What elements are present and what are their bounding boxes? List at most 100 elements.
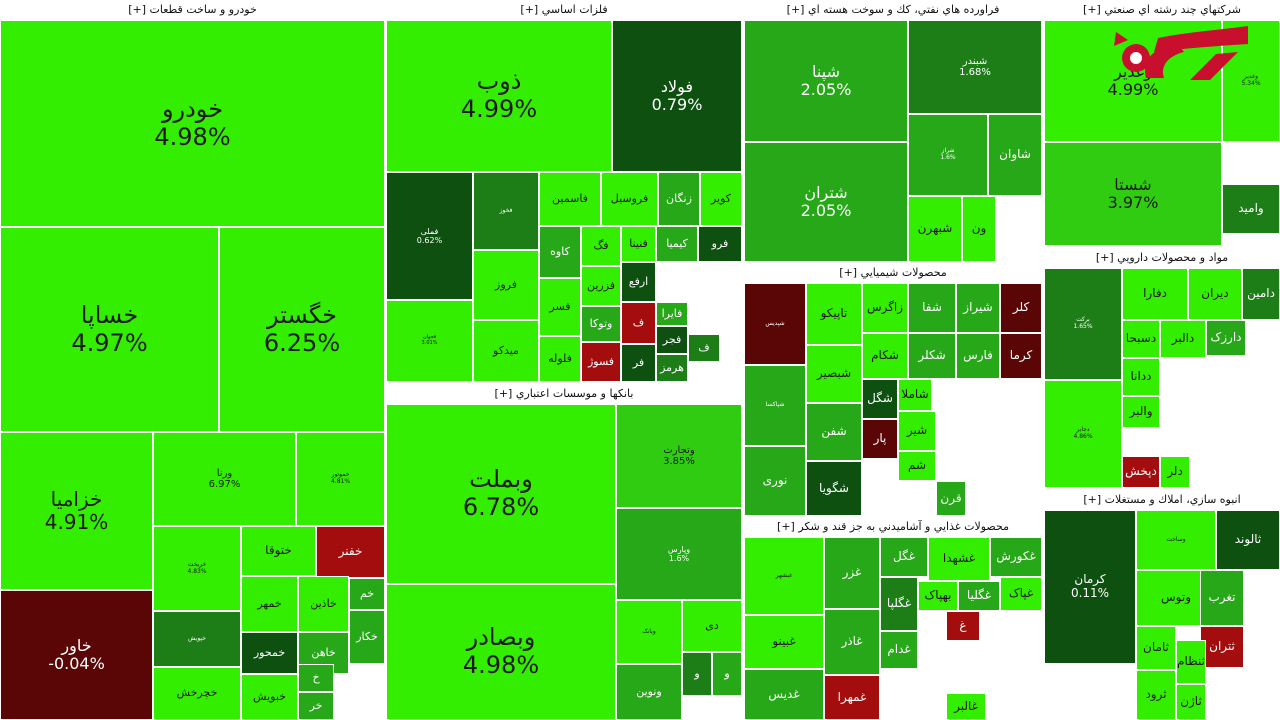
stock-tile[interactable]: فخوز — [473, 172, 539, 250]
stock-tile[interactable]: شپدیس — [744, 283, 806, 365]
stock-tile[interactable]: غکورش — [990, 537, 1042, 577]
stock-tile[interactable]: و — [712, 652, 742, 696]
stock-tile[interactable]: فسر — [539, 278, 581, 336]
stock-tile[interactable]: غشهدا — [928, 537, 990, 581]
stock-tile[interactable]: فلوله — [539, 336, 581, 382]
stock-tile[interactable]: فولاد 0.79% — [612, 20, 742, 172]
stock-tile[interactable]: غبشهر — [744, 537, 824, 615]
sector-header-chemicals[interactable]: محصولات شيميايي [+] — [744, 263, 1042, 283]
stock-tile[interactable]: شستا 3.97% — [1044, 142, 1222, 246]
stock-tile[interactable]: فرو — [698, 226, 742, 262]
stock-tile[interactable]: نوری — [744, 446, 806, 516]
stock-tile[interactable]: غگلپا — [880, 577, 918, 631]
stock-tile[interactable]: دپخش — [1122, 456, 1160, 488]
stock-tile[interactable]: خ — [298, 664, 334, 692]
stock-tile[interactable]: فجر — [656, 326, 688, 354]
stock-tile[interactable]: شبصیر — [806, 345, 862, 403]
stock-tile[interactable]: دیران — [1188, 268, 1242, 320]
stock-tile[interactable]: خگستر 6.25% — [219, 227, 385, 432]
stock-tile[interactable]: خاذین — [298, 576, 349, 632]
stock-tile[interactable]: ون — [962, 196, 996, 262]
sector-header-petroleum[interactable]: فراورده هاي نفتي، كك و سوخت هسته اي [+] — [744, 0, 1042, 20]
stock-tile[interactable]: ثامان — [1136, 626, 1176, 670]
sector-header-metals[interactable]: فلزات اساسي [+] — [386, 0, 742, 20]
stock-tile[interactable]: ثنظام — [1176, 640, 1206, 684]
stock-tile[interactable]: شگل — [862, 379, 898, 419]
stock-tile[interactable]: شاملا — [898, 379, 932, 411]
stock-tile[interactable]: شیر — [898, 411, 936, 451]
stock-tile[interactable]: کرمان 0.11% — [1044, 510, 1136, 664]
stock-tile[interactable]: فاسمین — [539, 172, 601, 226]
stock-tile[interactable]: ذوب 4.99% — [386, 20, 612, 172]
stock-tile[interactable]: غپاک — [1000, 577, 1042, 611]
stock-tile[interactable]: خم — [349, 578, 385, 610]
stock-tile[interactable]: دی — [682, 600, 742, 652]
stock-tile[interactable]: غمهرا — [824, 675, 880, 720]
stock-tile[interactable]: غدیس — [744, 669, 824, 720]
stock-tile[interactable]: قرن — [936, 481, 966, 516]
stock-tile[interactable]: وامید — [1222, 184, 1280, 234]
stock-tile[interactable]: ثالوند — [1216, 510, 1280, 570]
stock-tile[interactable]: کویر — [700, 172, 742, 226]
stock-tile[interactable]: میدکو — [473, 320, 539, 382]
stock-tile[interactable]: شفا — [908, 283, 956, 333]
stock-tile[interactable]: زاگرس — [862, 283, 908, 333]
stock-tile[interactable]: شم — [898, 451, 936, 481]
stock-tile[interactable]: وبانک — [616, 600, 682, 664]
stock-tile[interactable]: فنینا — [621, 226, 656, 262]
stock-tile[interactable]: دارزک — [1206, 320, 1246, 356]
stock-tile[interactable]: وپارس 1.6% — [616, 508, 742, 600]
stock-tile[interactable]: خمحور — [241, 632, 298, 674]
stock-tile[interactable]: دالبر — [1160, 320, 1206, 358]
stock-tile[interactable]: خموتور 4.81% — [296, 432, 385, 526]
stock-tile[interactable]: دجابر 4.86% — [1044, 380, 1122, 488]
stock-tile[interactable]: خر — [298, 692, 334, 720]
stock-tile[interactable]: والبر — [1122, 396, 1160, 428]
stock-tile[interactable]: کاوه — [539, 226, 581, 278]
stock-tile[interactable]: خبویش — [241, 674, 298, 720]
stock-tile[interactable]: فارس — [956, 333, 1000, 379]
stock-tile[interactable]: فروز — [473, 250, 539, 320]
stock-tile[interactable]: تاپیکو — [806, 283, 862, 345]
stock-tile[interactable]: ف — [621, 302, 656, 344]
stock-tile[interactable]: دفارا — [1122, 268, 1188, 320]
stock-tile[interactable]: غ — [946, 611, 980, 641]
stock-tile[interactable]: شتران 2.05% — [744, 142, 908, 262]
stock-tile[interactable]: فجهان 3.01% — [386, 300, 473, 382]
stock-tile[interactable]: وساخت — [1136, 510, 1216, 570]
stock-tile[interactable]: ثرود — [1136, 670, 1176, 720]
stock-tile[interactable]: هرمز — [656, 354, 688, 382]
stock-tile[interactable]: دامین — [1242, 268, 1280, 320]
stock-tile[interactable]: وبصادر 4.98% — [386, 584, 616, 720]
stock-tile[interactable]: خمهر — [241, 576, 298, 632]
stock-tile[interactable]: خساپا 4.97% — [0, 227, 219, 432]
stock-tile[interactable]: شپاکسا — [744, 365, 806, 446]
stock-tile[interactable]: و — [682, 652, 712, 696]
stock-tile[interactable]: غگل — [880, 537, 928, 577]
stock-tile[interactable]: شکلر — [908, 333, 956, 379]
stock-tile[interactable]: ثتران — [1200, 626, 1244, 668]
stock-tile[interactable]: خفنر — [316, 526, 385, 578]
stock-tile[interactable]: غزر — [824, 537, 880, 609]
stock-tile[interactable]: تغرب — [1200, 570, 1244, 626]
stock-tile[interactable]: کیمیا — [656, 226, 698, 262]
stock-tile[interactable]: کرما — [1000, 333, 1042, 379]
stock-tile[interactable]: فسوژ — [581, 342, 621, 382]
stock-tile[interactable]: شپنا 2.05% — [744, 20, 908, 142]
stock-tile[interactable]: ورنا 6.97% — [153, 432, 296, 526]
stock-tile[interactable]: فملی 0.62% — [386, 172, 473, 300]
stock-tile[interactable]: غدام — [880, 631, 918, 669]
sector-header-food[interactable]: محصولات غذايي و آشاميدني به جز قند و شكر… — [744, 517, 1042, 537]
stock-tile[interactable]: فروسیل — [601, 172, 658, 226]
stock-tile[interactable]: خکار — [349, 610, 385, 664]
stock-tile[interactable]: شگویا — [806, 461, 862, 516]
stock-tile[interactable]: خاور -0.04% — [0, 590, 153, 720]
stock-tile[interactable]: خریخت 4.83% — [153, 526, 241, 611]
stock-tile[interactable]: شفن — [806, 403, 862, 461]
stock-tile[interactable]: غگلیا — [958, 581, 1000, 611]
stock-tile[interactable]: ثاژن — [1176, 684, 1206, 720]
stock-tile[interactable]: کلر — [1000, 283, 1042, 333]
sector-header-conglomerates[interactable]: شركتهاي چند رشته اي صنعتي [+] — [1044, 0, 1280, 20]
sector-header-pharma[interactable]: مواد و محصولات دارويي [+] — [1044, 248, 1280, 268]
stock-tile[interactable]: شاوان — [988, 114, 1042, 196]
